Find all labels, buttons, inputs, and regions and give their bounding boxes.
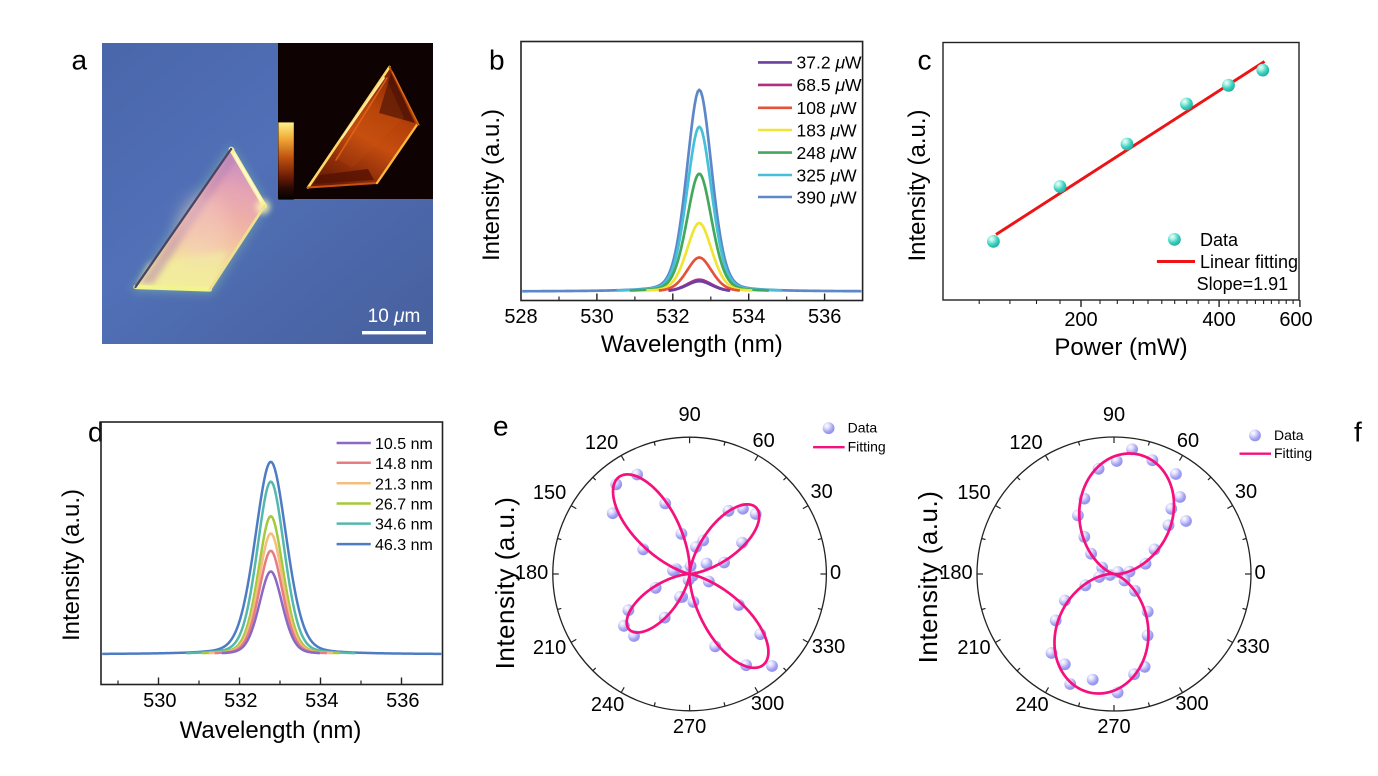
svg-text:150: 150 xyxy=(957,482,990,504)
svg-text:34.6 nm: 34.6 nm xyxy=(375,517,433,534)
svg-text:Wavelength (nm): Wavelength (nm) xyxy=(601,331,783,358)
svg-text:536: 536 xyxy=(808,306,841,328)
svg-text:300: 300 xyxy=(751,693,784,715)
svg-text:Data: Data xyxy=(1274,427,1304,443)
svg-text:10.5 nm: 10.5 nm xyxy=(375,436,433,453)
svg-text:90: 90 xyxy=(678,404,700,426)
svg-text:60: 60 xyxy=(1177,430,1199,452)
svg-text:Fitting: Fitting xyxy=(848,439,886,455)
svg-text:270: 270 xyxy=(673,716,706,738)
svg-text:e: e xyxy=(493,411,509,442)
svg-text:30: 30 xyxy=(1235,481,1257,503)
svg-text:c: c xyxy=(918,45,932,76)
svg-text:60: 60 xyxy=(752,430,774,452)
svg-text:Intensity (a.u.): Intensity (a.u.) xyxy=(490,497,520,670)
svg-text:536: 536 xyxy=(386,690,419,712)
svg-text:f: f xyxy=(1354,417,1362,448)
svg-text:Data: Data xyxy=(848,420,878,436)
svg-text:68.5 μW: 68.5 μW xyxy=(797,75,863,95)
svg-text:b: b xyxy=(489,45,505,76)
svg-text:183 μW: 183 μW xyxy=(797,120,858,140)
svg-text:300: 300 xyxy=(1175,693,1208,715)
svg-text:528: 528 xyxy=(504,306,537,328)
svg-text:120: 120 xyxy=(585,432,618,454)
svg-text:Intensity (a.u.): Intensity (a.u.) xyxy=(904,109,931,261)
svg-text:a: a xyxy=(72,45,88,76)
svg-text:Wavelength (nm): Wavelength (nm) xyxy=(180,717,362,744)
svg-text:534: 534 xyxy=(305,690,338,712)
svg-text:Intensity (a.u.): Intensity (a.u.) xyxy=(58,489,85,641)
svg-text:120: 120 xyxy=(1009,432,1042,454)
svg-text:108 μW: 108 μW xyxy=(797,98,858,118)
svg-text:14.8 nm: 14.8 nm xyxy=(375,456,433,473)
svg-text:210: 210 xyxy=(533,637,566,659)
svg-text:Data: Data xyxy=(1200,230,1239,250)
svg-text:Linear fitting: Linear fitting xyxy=(1200,252,1298,272)
svg-text:240: 240 xyxy=(1015,694,1048,716)
svg-text:330: 330 xyxy=(812,636,845,658)
svg-text:Fitting: Fitting xyxy=(1274,445,1312,461)
svg-text:21.3 nm: 21.3 nm xyxy=(375,476,433,493)
svg-text:400: 400 xyxy=(1202,309,1235,331)
svg-text:532: 532 xyxy=(224,690,257,712)
svg-text:26.7 nm: 26.7 nm xyxy=(375,497,433,514)
svg-text:0: 0 xyxy=(830,562,841,584)
svg-text:210: 210 xyxy=(957,637,990,659)
svg-text:325 μW: 325 μW xyxy=(797,165,858,185)
svg-text:90: 90 xyxy=(1103,404,1125,426)
svg-text:532: 532 xyxy=(656,306,689,328)
svg-text:0: 0 xyxy=(1254,562,1265,584)
svg-text:37.2 μW: 37.2 μW xyxy=(797,53,863,73)
svg-text:d: d xyxy=(88,417,104,448)
svg-text:30: 30 xyxy=(810,481,832,503)
svg-text:10 μm: 10 μm xyxy=(368,306,421,327)
svg-text:Intensity (a.u.): Intensity (a.u.) xyxy=(478,109,505,261)
svg-text:534: 534 xyxy=(732,306,765,328)
svg-text:248 μW: 248 μW xyxy=(797,143,858,163)
svg-text:Slope=1.91: Slope=1.91 xyxy=(1197,274,1289,294)
svg-text:330: 330 xyxy=(1236,636,1269,658)
svg-text:530: 530 xyxy=(143,690,176,712)
svg-text:180: 180 xyxy=(515,562,548,584)
svg-text:Power (mW): Power (mW) xyxy=(1054,334,1187,361)
svg-text:240: 240 xyxy=(591,694,624,716)
svg-text:Intensity (a.u.): Intensity (a.u.) xyxy=(913,491,943,664)
svg-text:180: 180 xyxy=(939,562,972,584)
svg-text:390 μW: 390 μW xyxy=(797,187,858,207)
svg-text:600: 600 xyxy=(1279,309,1312,331)
svg-text:46.3 nm: 46.3 nm xyxy=(375,537,433,554)
svg-text:270: 270 xyxy=(1097,716,1130,738)
svg-text:200: 200 xyxy=(1064,309,1097,331)
svg-text:150: 150 xyxy=(533,482,566,504)
svg-text:530: 530 xyxy=(580,306,613,328)
